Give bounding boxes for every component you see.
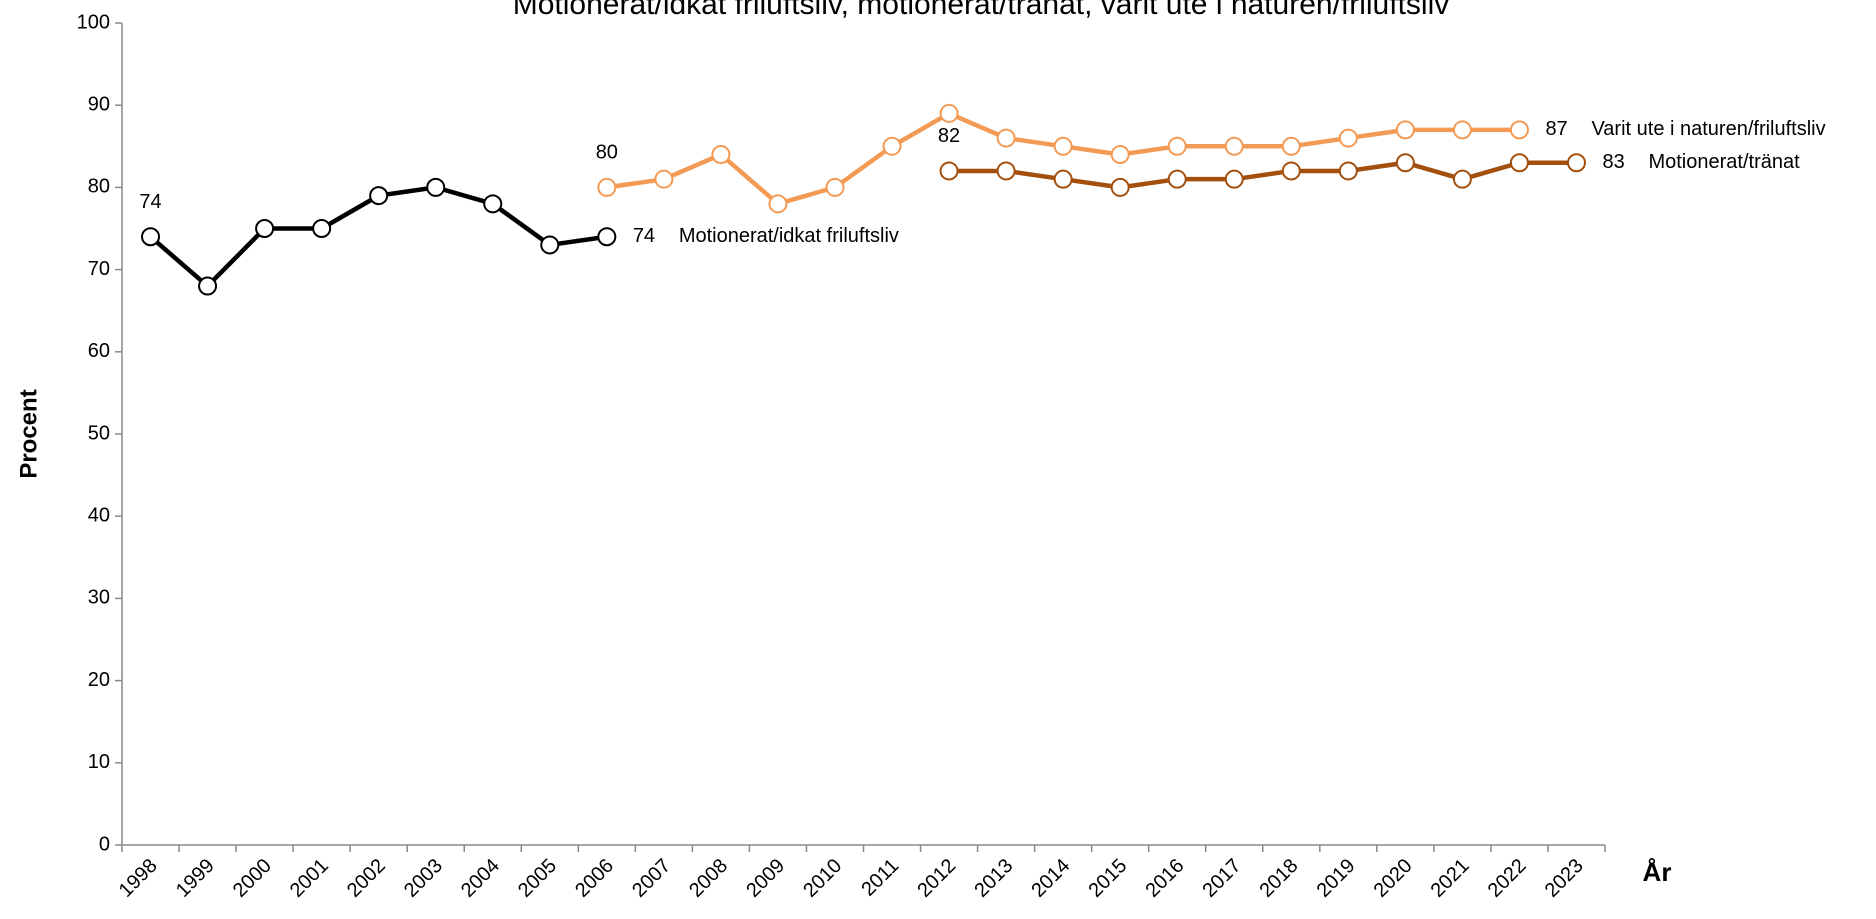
point	[426, 177, 446, 197]
point	[1566, 153, 1586, 173]
data-label: 80	[596, 142, 618, 164]
chart-title: Motionerat/idkat friluftsliv, motionerat…	[513, 0, 1450, 21]
x-tick-label: 2018	[1256, 855, 1303, 902]
point	[939, 103, 959, 123]
point	[939, 161, 959, 181]
point	[369, 186, 389, 206]
x-tick-label: 2001	[286, 855, 333, 902]
y-tick-label: 0	[99, 833, 110, 855]
x-tick-label: 2003	[400, 855, 447, 902]
x-tick-label: 2021	[1427, 855, 1474, 902]
data-label: 83	[1602, 151, 1624, 173]
point	[597, 227, 617, 247]
point	[1224, 169, 1244, 189]
point	[141, 227, 161, 247]
x-tick-label: 2012	[913, 855, 960, 902]
x-tick-label: 2022	[1484, 855, 1531, 902]
point	[1167, 136, 1187, 156]
point	[1110, 177, 1130, 197]
series-label: Motionerat/tränat	[1648, 151, 1800, 173]
data-label: 82	[938, 125, 960, 147]
point	[654, 169, 674, 189]
point	[1281, 136, 1301, 156]
y-tick-label: 70	[88, 258, 110, 280]
x-tick-label: 2006	[571, 855, 618, 902]
x-tick-label: 1999	[172, 855, 219, 902]
point	[1395, 153, 1415, 173]
x-tick-label: 2013	[970, 855, 1017, 902]
data-label: 74	[139, 191, 161, 213]
x-tick-label: 2005	[514, 855, 561, 902]
point	[1452, 169, 1472, 189]
x-tick-label: 2000	[229, 855, 276, 902]
point	[711, 145, 731, 165]
data-label: 87	[1545, 118, 1567, 140]
point	[1167, 169, 1187, 189]
y-tick-label: 90	[88, 93, 110, 115]
x-tick-label: 2004	[457, 855, 504, 902]
x-tick-label: 2014	[1027, 855, 1074, 902]
x-tick-label: 2008	[685, 855, 732, 902]
point	[1053, 136, 1073, 156]
point	[1452, 120, 1472, 140]
point	[1509, 120, 1529, 140]
x-tick-label: 2023	[1541, 855, 1588, 902]
x-axis-label: År	[1643, 857, 1672, 887]
point	[1338, 161, 1358, 181]
y-tick-label: 50	[88, 422, 110, 444]
x-tick-label: 2019	[1313, 855, 1360, 902]
series-label: Motionerat/idkat friluftsliv	[679, 225, 899, 247]
y-tick-label: 80	[88, 176, 110, 198]
x-tick-label: 1998	[115, 855, 162, 902]
x-tick-label: 2007	[628, 855, 675, 902]
point	[597, 177, 617, 197]
y-tick-label: 40	[88, 504, 110, 526]
point	[255, 219, 275, 238]
point	[312, 219, 332, 238]
point	[1110, 145, 1130, 165]
point	[1224, 136, 1244, 156]
x-tick-label: 2020	[1370, 855, 1417, 902]
y-tick-label: 30	[88, 587, 110, 609]
x-tick-label: 2011	[857, 855, 903, 901]
x-tick-label: 2009	[742, 855, 789, 902]
y-axis-label: Procent	[15, 389, 42, 478]
point	[996, 128, 1016, 148]
x-tick-label: 2015	[1084, 855, 1131, 902]
x-tick-label: 2017	[1198, 855, 1245, 902]
point	[1509, 153, 1529, 173]
y-tick-label: 20	[88, 669, 110, 691]
series-line	[606, 111, 1520, 207]
y-tick-label: 60	[88, 340, 110, 362]
x-tick-label: 2002	[343, 855, 390, 902]
point	[768, 194, 788, 214]
point	[1338, 128, 1358, 148]
x-tick-label: 2010	[799, 855, 846, 902]
point	[1395, 120, 1415, 140]
series-label: Varit ute i naturen/friluftsliv	[1591, 118, 1825, 140]
series-line	[949, 160, 1577, 190]
x-tick-label: 2016	[1141, 855, 1188, 902]
point	[825, 177, 845, 197]
point	[483, 194, 503, 214]
y-tick-label: 100	[77, 11, 110, 33]
point	[996, 161, 1016, 181]
point	[198, 276, 218, 296]
point	[540, 235, 560, 255]
point	[882, 136, 902, 156]
y-tick-label: 10	[88, 751, 110, 773]
data-label: 74	[633, 225, 655, 247]
point	[1053, 169, 1073, 189]
point	[1281, 161, 1301, 181]
